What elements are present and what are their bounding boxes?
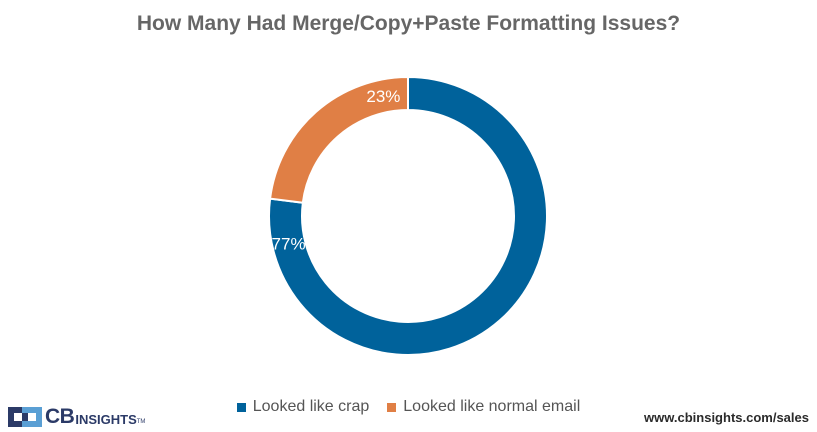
legend-label-1: Looked like normal email	[403, 398, 581, 415]
legend-item-0: Looked like crap	[236, 398, 370, 416]
slice-label-1: 23%	[366, 87, 400, 106]
donut-slice-1	[268, 75, 409, 204]
slice-label-0: 77%	[272, 234, 306, 253]
logo-text-cb: CB	[45, 405, 75, 428]
chart-title: How Many Had Merge/Copy+Paste Formatting…	[136, 12, 681, 35]
logo-mark-icon	[8, 407, 42, 427]
legend-item-1: Looked like normal email	[387, 398, 580, 416]
chart-legend: Looked like crap Looked like normal emai…	[0, 398, 817, 416]
legend-label-0: Looked like crap	[252, 398, 370, 415]
donut-slice-0	[268, 75, 548, 356]
legend-swatch-1	[387, 402, 397, 412]
cb-insights-logo: CB INSIGHTS TM	[8, 404, 145, 430]
website-url: www.cbinsights.com/sales	[644, 410, 809, 425]
logo-text-insights: INSIGHTS	[75, 411, 137, 427]
legend-swatch-0	[236, 402, 246, 412]
logo-tm: TM	[136, 419, 146, 425]
